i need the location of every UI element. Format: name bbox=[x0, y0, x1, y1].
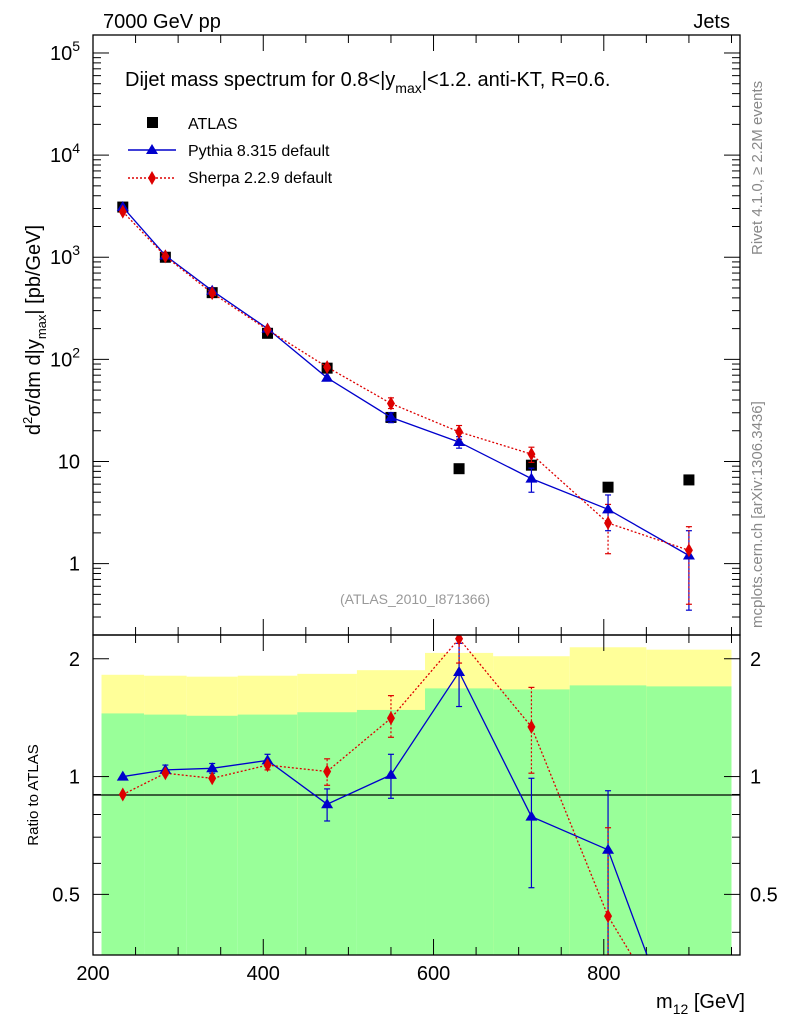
band-inner bbox=[297, 712, 357, 955]
atlas-point bbox=[525, 459, 537, 471]
bottom-tick-labels: 0.5 0.5 1 1 2 2 200 400 600 800 bbox=[52, 649, 778, 985]
series-line-pythia bbox=[122, 206, 690, 557]
xlabel: m12 [GeV] bbox=[656, 991, 745, 1017]
header-left: 7000 GeV pp bbox=[103, 11, 221, 33]
y-tick-label-left: 0.5 bbox=[52, 884, 80, 906]
pythia-point bbox=[321, 798, 334, 809]
pythia-point bbox=[453, 436, 466, 447]
top-ylabel: d2σ/dm d|ymax| [pb/GeV] bbox=[20, 225, 49, 435]
sherpa-point bbox=[684, 543, 693, 558]
pythia-point bbox=[321, 371, 334, 382]
sherpa-point bbox=[161, 249, 170, 264]
top-series bbox=[116, 201, 695, 611]
sherpa-point bbox=[208, 286, 217, 301]
band-inner bbox=[646, 686, 732, 955]
series-line-sherpa bbox=[122, 211, 690, 551]
legend-atlas-marker bbox=[147, 117, 158, 128]
y-tick-label: 104 bbox=[50, 140, 80, 167]
y-tick-label-right: 1 bbox=[750, 767, 761, 789]
pythia-point bbox=[602, 503, 615, 514]
header-right: Jets bbox=[693, 11, 730, 33]
sherpa-point bbox=[604, 515, 613, 530]
top-title: Dijet mass spectrum for 0.8<|ymax|<1.2. … bbox=[125, 69, 610, 96]
pythia-point bbox=[602, 843, 615, 854]
bottom-ylabel: Ratio to ATLAS bbox=[25, 744, 42, 845]
y-tick-label-left: 2 bbox=[69, 649, 80, 671]
pythia-point bbox=[453, 666, 466, 677]
rivet-label: Rivet 4.1.0, ≥ 2.2M events bbox=[749, 81, 766, 255]
band-inner bbox=[237, 714, 298, 955]
sherpa-point bbox=[323, 764, 332, 779]
sherpa-point bbox=[527, 447, 536, 462]
pythia-point bbox=[525, 810, 538, 821]
sherpa-point bbox=[527, 719, 536, 734]
legend: ATLAS Pythia 8.315 default Sherpa 2.2.9 … bbox=[128, 116, 333, 187]
mcplots-label: mcplots.cern.ch [arXiv:1306.3436] bbox=[749, 401, 766, 628]
top-title-pre: Dijet mass spectrum for 0.8<|y bbox=[125, 69, 395, 91]
sherpa-point bbox=[455, 424, 464, 439]
sherpa-point bbox=[386, 396, 395, 411]
legend-pythia-marker bbox=[146, 144, 158, 154]
top-title-post: |<1.2. anti-KT, R=0.6. bbox=[422, 69, 611, 91]
sherpa-point bbox=[118, 204, 127, 219]
x-tick-label: 600 bbox=[417, 963, 450, 985]
pythia-point bbox=[116, 770, 129, 781]
sherpa-point bbox=[263, 322, 272, 337]
band-inner bbox=[186, 715, 238, 955]
x-tick-label: 400 bbox=[247, 963, 280, 985]
ylabel-sub: max bbox=[34, 314, 49, 339]
bottom-series bbox=[116, 635, 648, 955]
pythia-point bbox=[206, 762, 219, 773]
y-tick-label: 10 bbox=[58, 451, 80, 473]
bottom-bands bbox=[101, 647, 732, 955]
y-tick-label-left: 1 bbox=[69, 767, 80, 789]
y-tick-label: 103 bbox=[50, 242, 80, 269]
sherpa-point bbox=[386, 711, 395, 726]
x-tick-label: 200 bbox=[76, 963, 109, 985]
legend-sherpa-label: Sherpa 2.2.9 default bbox=[188, 170, 333, 187]
watermark: (ATLAS_2010_I871366) bbox=[340, 591, 490, 607]
band-inner bbox=[356, 709, 426, 955]
atlas-point bbox=[602, 481, 614, 493]
bottom-frame bbox=[92, 634, 741, 956]
ylabel-c: | [pb/GeV] bbox=[23, 225, 45, 315]
sherpa-point bbox=[208, 771, 217, 786]
top-title-sub: max bbox=[395, 80, 421, 96]
legend-sherpa-marker bbox=[148, 171, 156, 185]
x-tick-label: 800 bbox=[587, 963, 620, 985]
band-inner bbox=[101, 713, 145, 955]
top-tick-labels: 1 10 102 103 104 105 bbox=[50, 38, 80, 576]
ylabel-a: d bbox=[23, 424, 45, 435]
sherpa-point bbox=[323, 360, 332, 375]
top-panel: 1 10 102 103 104 105 Dijet mass spectrum for … bbox=[20, 34, 741, 636]
sherpa-point bbox=[118, 787, 127, 802]
y-tick-label-right: 2 bbox=[750, 649, 761, 671]
y-tick-label: 105 bbox=[50, 38, 80, 65]
top-ticks bbox=[92, 35, 740, 636]
y-tick-label: 102 bbox=[50, 344, 80, 371]
sherpa-point bbox=[604, 909, 613, 924]
bottom-panel: 0.5 0.5 1 1 2 2 200 400 600 800 Ratio to ATLAS m1… bbox=[25, 634, 778, 1017]
sherpa-point bbox=[263, 758, 272, 773]
legend-atlas-label: ATLAS bbox=[188, 116, 238, 133]
pythia-point bbox=[525, 472, 538, 483]
y-tick-label-right: 0.5 bbox=[750, 884, 778, 906]
legend-pythia-label: Pythia 8.315 default bbox=[188, 143, 330, 160]
pythia-point bbox=[384, 768, 397, 779]
ylabel-b: σ/dm d|y bbox=[23, 339, 45, 417]
series-line-sherpa bbox=[122, 637, 633, 955]
atlas-point bbox=[683, 474, 695, 486]
sherpa-point bbox=[161, 766, 170, 781]
pythia-point bbox=[384, 411, 397, 422]
band-inner bbox=[425, 688, 494, 955]
band-inner bbox=[144, 714, 187, 955]
y-tick-label: 1 bbox=[69, 554, 80, 576]
atlas-point bbox=[453, 463, 465, 475]
ylabel-sup: 2 bbox=[20, 417, 35, 424]
series-line-pythia bbox=[122, 670, 648, 955]
sherpa-point bbox=[455, 635, 464, 646]
